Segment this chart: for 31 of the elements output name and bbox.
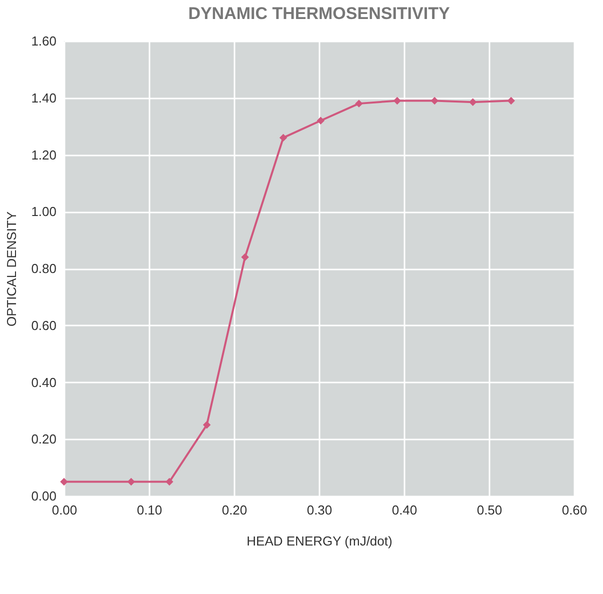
point bbox=[127, 478, 136, 486]
point bbox=[166, 478, 174, 486]
point bbox=[60, 478, 68, 486]
y-tick-label: 1.00 bbox=[31, 204, 56, 220]
x-tick-label: 0.60 bbox=[562, 502, 588, 518]
point bbox=[468, 98, 477, 106]
y-axis-title: OPTICAL DENSITY bbox=[4, 211, 20, 327]
x-axis-title: HEAD ENERGY (mJ/dot) bbox=[246, 534, 392, 548]
point bbox=[355, 100, 363, 108]
chart-title: DYNAMIC THERMOSENSITIVITY bbox=[188, 4, 450, 23]
x-tick-label: 0.30 bbox=[306, 502, 332, 518]
x-tick-label: 0.10 bbox=[136, 502, 162, 518]
x-tick-label: 0.20 bbox=[222, 502, 248, 518]
point bbox=[430, 96, 438, 105]
y-tick-label: 0.00 bbox=[31, 488, 56, 504]
y-tick-label: 0.20 bbox=[31, 432, 56, 447]
y-tick-label: 1.40 bbox=[31, 90, 56, 106]
y-tick-label: 0.80 bbox=[31, 261, 56, 276]
point bbox=[316, 116, 325, 124]
x-tick-label: 0.40 bbox=[392, 502, 418, 518]
y-tick-label: 0.40 bbox=[31, 374, 56, 390]
y-tick-label: 0.60 bbox=[31, 318, 56, 333]
y-tick-label: 1.60 bbox=[31, 34, 56, 48]
x-tick-label: 0.50 bbox=[476, 502, 502, 518]
y-tick-label: 1.20 bbox=[31, 147, 56, 162]
point bbox=[202, 421, 211, 429]
point bbox=[507, 96, 515, 105]
x-tick-label: 0.00 bbox=[52, 502, 78, 518]
point bbox=[241, 253, 249, 261]
point bbox=[393, 96, 402, 105]
point bbox=[279, 134, 288, 142]
